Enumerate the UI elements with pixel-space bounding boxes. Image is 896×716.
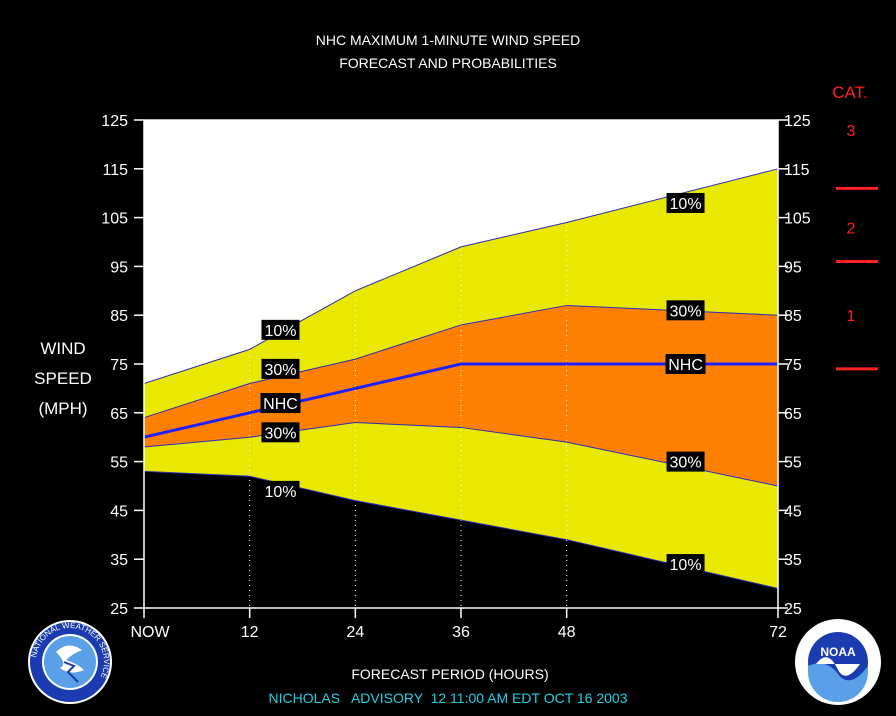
cloud-icon xyxy=(56,645,84,673)
band-label: 10% xyxy=(264,484,296,501)
band-label: NHC xyxy=(668,357,703,374)
y-label-line-3: (MPH) xyxy=(38,399,87,418)
y-tick-label-left: 95 xyxy=(110,259,128,276)
band-label: 10% xyxy=(670,557,702,574)
band-label: 10% xyxy=(264,323,296,340)
y-tick-label-left: 75 xyxy=(110,357,128,374)
band-label-box xyxy=(261,319,300,340)
band-label: 30% xyxy=(670,303,702,320)
x-tick-label: 36 xyxy=(452,624,470,641)
chart-subtitle: FORECAST AND PROBABILITIES xyxy=(339,55,557,71)
band-label-box xyxy=(261,358,300,379)
axis-ticks: 25 25 35 35 45 45 55 55 65 65 75 75 85 85 95 95 105 105 11… xyxy=(101,113,811,641)
category-title: CAT. xyxy=(832,83,868,102)
series-line-upper-30pct xyxy=(143,304,779,419)
band-labels: 10% 30% NHC 30% 10% 10% 30% NHC 30% 10% xyxy=(260,192,706,575)
x-tick-label: 48 xyxy=(558,624,576,641)
y-tick-label-left: 35 xyxy=(110,552,128,569)
y-tick-label-right: 55 xyxy=(784,455,802,472)
y-tick-label-left: 25 xyxy=(110,601,128,618)
band-label: 30% xyxy=(670,455,702,472)
x-axis-label: FORECAST PERIOD (HOURS) xyxy=(351,666,548,682)
category-scale: 1 2 3 xyxy=(836,123,878,371)
y-tick-label-right: 75 xyxy=(784,357,802,374)
band-label-box xyxy=(666,192,705,213)
y-tick-label-left: 105 xyxy=(101,211,128,228)
series-line-lower-30pct xyxy=(143,422,779,487)
y-label-line-2: SPEED xyxy=(34,369,92,388)
y-tick-label-right: 105 xyxy=(784,211,811,228)
y-tick-label-right: 115 xyxy=(784,162,810,179)
category-label: 2 xyxy=(847,220,856,237)
series-line-upper-10pct xyxy=(143,168,779,384)
series-line-lower-10pct xyxy=(143,470,779,589)
band-label: 10% xyxy=(670,196,702,213)
y-tick-label-left: 55 xyxy=(110,455,128,472)
y-tick-label-right: 45 xyxy=(784,503,802,520)
band-label: 30% xyxy=(264,362,296,379)
noaa-logo: NOAA xyxy=(795,619,881,705)
category-label: 1 xyxy=(847,308,856,325)
nhc-forecast-line xyxy=(143,362,778,439)
nws-logo: NATIONAL WEATHER SERVICE xyxy=(28,620,112,704)
band-label-box xyxy=(666,554,705,575)
below-band-fill xyxy=(144,471,778,608)
gull-icon xyxy=(816,657,860,676)
band-label-box xyxy=(666,451,705,472)
y-label-line-1: WIND xyxy=(40,339,85,358)
x-tick-label: NOW xyxy=(130,624,170,641)
y-tick-label-right: 125 xyxy=(784,113,811,130)
y-tick-label-right: 35 xyxy=(784,552,802,569)
lightning-icon xyxy=(63,661,79,683)
y-tick-label-right: 95 xyxy=(784,259,802,276)
x-tick-label: 12 xyxy=(241,624,259,641)
y-tick-label-right: 65 xyxy=(784,406,802,423)
noaa-logo-text: NOAA xyxy=(820,645,856,659)
wave-icon xyxy=(808,663,868,702)
band-label: 30% xyxy=(264,425,296,442)
band-label: NHC xyxy=(263,396,298,413)
advisory-footer: NICHOLAS ADVISORY 12 11:00 AM EDT OCT 16… xyxy=(269,690,628,706)
band-label-box xyxy=(666,300,705,321)
band-label-box xyxy=(261,480,300,501)
series-lines xyxy=(143,168,779,589)
y-tick-label-left: 125 xyxy=(101,113,128,130)
y-tick-label-left: 65 xyxy=(110,406,128,423)
category-label: 3 xyxy=(847,123,856,140)
y-tick-label-left: 85 xyxy=(110,308,128,325)
y-tick-label-left: 45 xyxy=(110,503,128,520)
y-tick-label-right: 25 xyxy=(784,601,802,618)
band-label-box xyxy=(260,393,301,414)
y-tick-label-right: 85 xyxy=(784,308,802,325)
x-tick-label: 72 xyxy=(769,624,787,641)
y-tick-label-left: 115 xyxy=(102,162,128,179)
x-tick-label: 24 xyxy=(346,624,364,641)
band-label-box xyxy=(261,422,300,443)
band-label-box xyxy=(665,354,706,374)
chart-title: NHC MAXIMUM 1-MINUTE WIND SPEED xyxy=(316,32,580,48)
